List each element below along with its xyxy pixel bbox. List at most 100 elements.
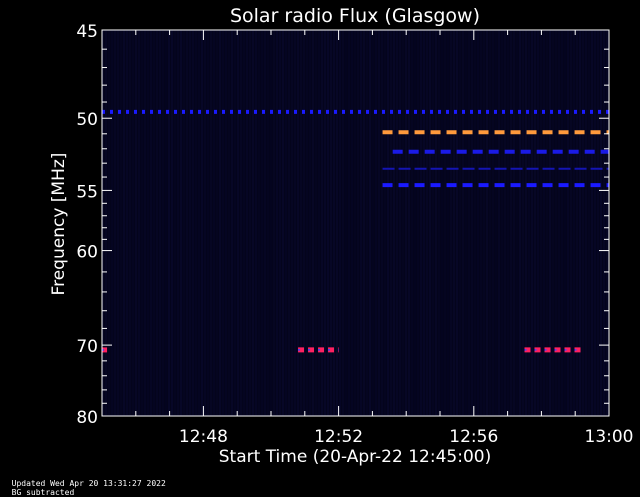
noise-streak [495, 30, 497, 416]
noise-streak [216, 30, 218, 416]
noise-streak [414, 30, 416, 416]
noise-streak [330, 30, 332, 416]
noise-streak [333, 30, 335, 416]
noise-streak [294, 30, 296, 416]
noise-streak [504, 30, 506, 416]
noise-streak [315, 30, 317, 416]
noise-streak [228, 30, 230, 416]
noise-streak [240, 30, 242, 416]
noise-streak [126, 30, 128, 416]
noise-streak [234, 30, 236, 416]
noise-streak [171, 30, 173, 416]
noise-streak [594, 30, 596, 416]
noise-streak [534, 30, 536, 416]
noise-streak [450, 30, 452, 416]
noise-streak [399, 30, 401, 416]
noise-streak [531, 30, 533, 416]
noise-streak [465, 30, 467, 416]
noise-streak [321, 30, 323, 416]
noise-streak [492, 30, 494, 416]
noise-streak [165, 30, 167, 416]
noise-streak [327, 30, 329, 416]
noise-streak [129, 30, 131, 416]
plot-frame [101, 29, 610, 417]
noise-streak [507, 30, 509, 416]
noise-streak [360, 30, 362, 416]
noise-streak [432, 30, 434, 416]
noise-streak [603, 30, 605, 416]
noise-streak [369, 30, 371, 416]
noise-streak [558, 30, 560, 416]
noise-streak [180, 30, 182, 416]
noise-streak [396, 30, 398, 416]
noise-streak [189, 30, 191, 416]
x-tick-label: 13:00 [585, 427, 634, 447]
noise-streak [576, 30, 578, 416]
noise-streak [477, 30, 479, 416]
noise-streak [456, 30, 458, 416]
noise-streak [159, 30, 161, 416]
noise-streak [219, 30, 221, 416]
noise-streak [285, 30, 287, 416]
noise-streak [429, 30, 431, 416]
noise-streak [102, 30, 104, 416]
noise-streak [348, 30, 350, 416]
noise-streak [354, 30, 356, 416]
noise-streak [546, 30, 548, 416]
noise-streak [561, 30, 563, 416]
noise-streak [144, 30, 146, 416]
noise-streak [177, 30, 179, 416]
noise-streak [528, 30, 530, 416]
noise-streak [273, 30, 275, 416]
noise-streak [288, 30, 290, 416]
noise-streak [300, 30, 302, 416]
noise-streak [387, 30, 389, 416]
noise-streak [522, 30, 524, 416]
noise-streak [591, 30, 593, 416]
noise-streak [555, 30, 557, 416]
noise-streak [108, 30, 110, 416]
noise-streak [483, 30, 485, 416]
noise-streak [105, 30, 107, 416]
noise-streak [225, 30, 227, 416]
noise-streak [120, 30, 122, 416]
noise-streak [357, 30, 359, 416]
y-tick-label: 45 [76, 22, 98, 42]
noise-streak [201, 30, 203, 416]
noise-streak [147, 30, 149, 416]
noise-streak [516, 30, 518, 416]
noise-streak [441, 30, 443, 416]
noise-streak [510, 30, 512, 416]
noise-streak [573, 30, 575, 416]
noise-streak [372, 30, 374, 416]
noise-streak [402, 30, 404, 416]
y-axis-label: Frequency [MHz] [49, 153, 69, 296]
noise-streak [408, 30, 410, 416]
noise-streak [342, 30, 344, 416]
noise-streak [318, 30, 320, 416]
noise-streak [207, 30, 209, 416]
noise-streak [261, 30, 263, 416]
noise-streak [480, 30, 482, 416]
noise-streak [114, 30, 116, 416]
noise-streak [498, 30, 500, 416]
noise-streak [513, 30, 515, 416]
noise-streak [567, 30, 569, 416]
noise-streak [381, 30, 383, 416]
updated-timestamp: Updated Wed Apr 20 13:31:27 2022 [11, 479, 166, 488]
axes: 45 50 55 60 70 80 12:48 12:52 12:56 13:00 [76, 22, 633, 447]
noise-streak [162, 30, 164, 416]
noise-streak [378, 30, 380, 416]
noise-streak [249, 30, 251, 416]
noise-streak [291, 30, 293, 416]
noise-streak [459, 30, 461, 416]
noise-streak [252, 30, 254, 416]
noise-streak [156, 30, 158, 416]
noise-streak [345, 30, 347, 416]
noise-streak [417, 30, 419, 416]
noise-streak [336, 30, 338, 416]
noise-streak [606, 30, 608, 416]
noise-streak [486, 30, 488, 416]
noise-streak [153, 30, 155, 416]
noise-streak [438, 30, 440, 416]
